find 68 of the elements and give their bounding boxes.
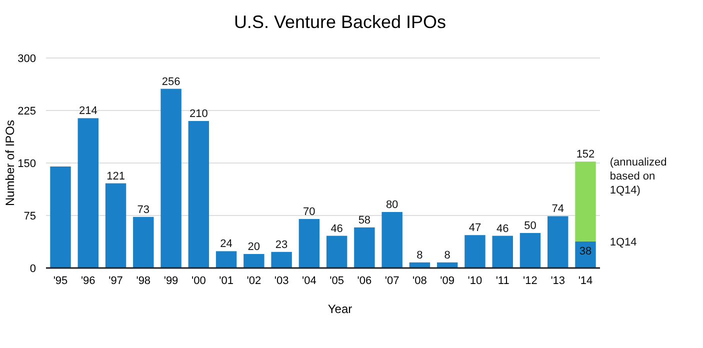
x-tick-label: '10 — [468, 275, 482, 287]
x-tick-label: '04 — [302, 275, 316, 287]
data-label: 80 — [386, 199, 398, 211]
data-label: 24 — [220, 238, 232, 250]
data-label: 38 — [579, 245, 592, 258]
bar — [271, 252, 292, 268]
data-label: 214 — [78, 105, 98, 118]
bar — [354, 227, 375, 268]
y-tick-label: 300 — [18, 53, 36, 65]
y-tick-label: 0 — [30, 263, 36, 275]
bar — [78, 118, 98, 268]
x-tick-label: '13 — [550, 275, 566, 287]
bar — [492, 236, 513, 268]
bar — [326, 236, 348, 268]
bar — [520, 233, 541, 268]
x-tick-label: '00 — [191, 275, 206, 287]
x-axis-title: Year — [328, 302, 352, 316]
x-tick-label: '97 — [108, 275, 123, 287]
data-label: 8 — [416, 249, 423, 262]
bar — [244, 254, 264, 268]
bar — [50, 166, 71, 268]
bar — [548, 216, 568, 268]
x-tick-label: '95 — [53, 275, 68, 287]
total-label: 152 — [576, 148, 595, 161]
data-label: 73 — [137, 204, 150, 216]
data-label: 23 — [275, 238, 288, 251]
data-label: 70 — [303, 206, 316, 218]
x-tick-label: '12 — [523, 275, 538, 287]
data-label: 121 — [106, 170, 125, 182]
x-tick-label: '05 — [330, 275, 344, 287]
bar — [160, 88, 182, 268]
data-label: 50 — [524, 220, 536, 232]
x-tick-label: '02 — [246, 275, 262, 287]
data-label: 46 — [330, 222, 343, 235]
x-tick-label: '01 — [219, 275, 234, 287]
y-tick-label: 225 — [18, 106, 36, 118]
bar — [382, 212, 402, 268]
bar — [216, 251, 237, 268]
data-label: 58 — [358, 214, 371, 226]
chart-title: U.S. Venture Backed IPOs — [234, 12, 446, 32]
x-tick-label: '11 — [496, 275, 510, 287]
y-tick-label: 75 — [24, 210, 36, 222]
annotation: 1Q14 — [610, 236, 637, 248]
bar — [464, 235, 486, 268]
x-tick-label: '14 — [578, 275, 593, 287]
data-label: 8 — [444, 249, 450, 262]
bar — [133, 216, 154, 268]
x-tick-label: '03 — [274, 275, 289, 287]
annotation: (annualized based on 1Q14) — [610, 156, 667, 197]
bar — [298, 219, 320, 268]
y-axis-title: Number of IPOs — [3, 120, 17, 206]
y-tick-label: 150 — [18, 158, 36, 170]
bar — [188, 121, 210, 268]
bar — [105, 183, 126, 268]
data-label: 20 — [248, 241, 260, 253]
x-tick-label: '99 — [164, 275, 178, 287]
data-label: 210 — [189, 108, 208, 120]
x-tick-label: '96 — [80, 275, 96, 287]
x-tick-label: '07 — [384, 275, 400, 287]
data-label: 46 — [496, 222, 509, 235]
x-tick-label: '98 — [136, 275, 151, 287]
bar — [575, 162, 596, 242]
data-label: 74 — [552, 203, 564, 216]
data-label: 256 — [162, 76, 180, 88]
x-tick-label: '06 — [357, 275, 372, 287]
x-tick-label: '09 — [440, 275, 455, 287]
data-label: 47 — [468, 222, 482, 234]
x-tick-label: '08 — [412, 275, 427, 287]
